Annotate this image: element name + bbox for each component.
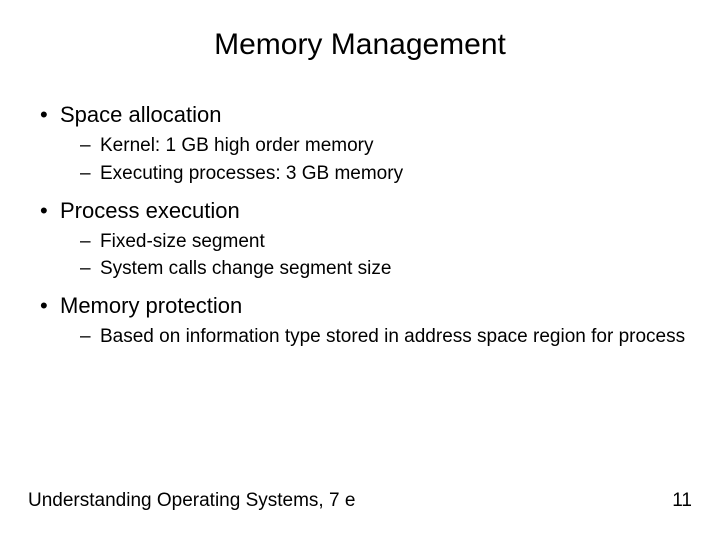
slide-title: Memory Management [28, 28, 692, 62]
footer-text-left: Understanding Operating Systems, 7 e [28, 490, 355, 512]
section-memory-protection: Memory protection Based on information t… [32, 293, 692, 349]
section-space-allocation: Space allocation Kernel: 1 GB high order… [32, 102, 692, 186]
bullet-l2: Based on information type stored in addr… [32, 325, 692, 349]
bullet-l1: Process execution [32, 198, 692, 224]
bullet-l1: Space allocation [32, 102, 692, 128]
section-process-execution: Process execution Fixed-size segment Sys… [32, 198, 692, 282]
bullet-l1: Memory protection [32, 293, 692, 319]
bullet-l2: Kernel: 1 GB high order memory [32, 134, 692, 158]
page-number: 11 [672, 490, 692, 512]
slide-footer: Understanding Operating Systems, 7 e 11 [28, 490, 692, 512]
bullet-l2: Fixed-size segment [32, 230, 692, 254]
bullet-l2: System calls change segment size [32, 257, 692, 281]
slide-content: Space allocation Kernel: 1 GB high order… [28, 102, 692, 349]
bullet-l2: Executing processes: 3 GB memory [32, 162, 692, 186]
